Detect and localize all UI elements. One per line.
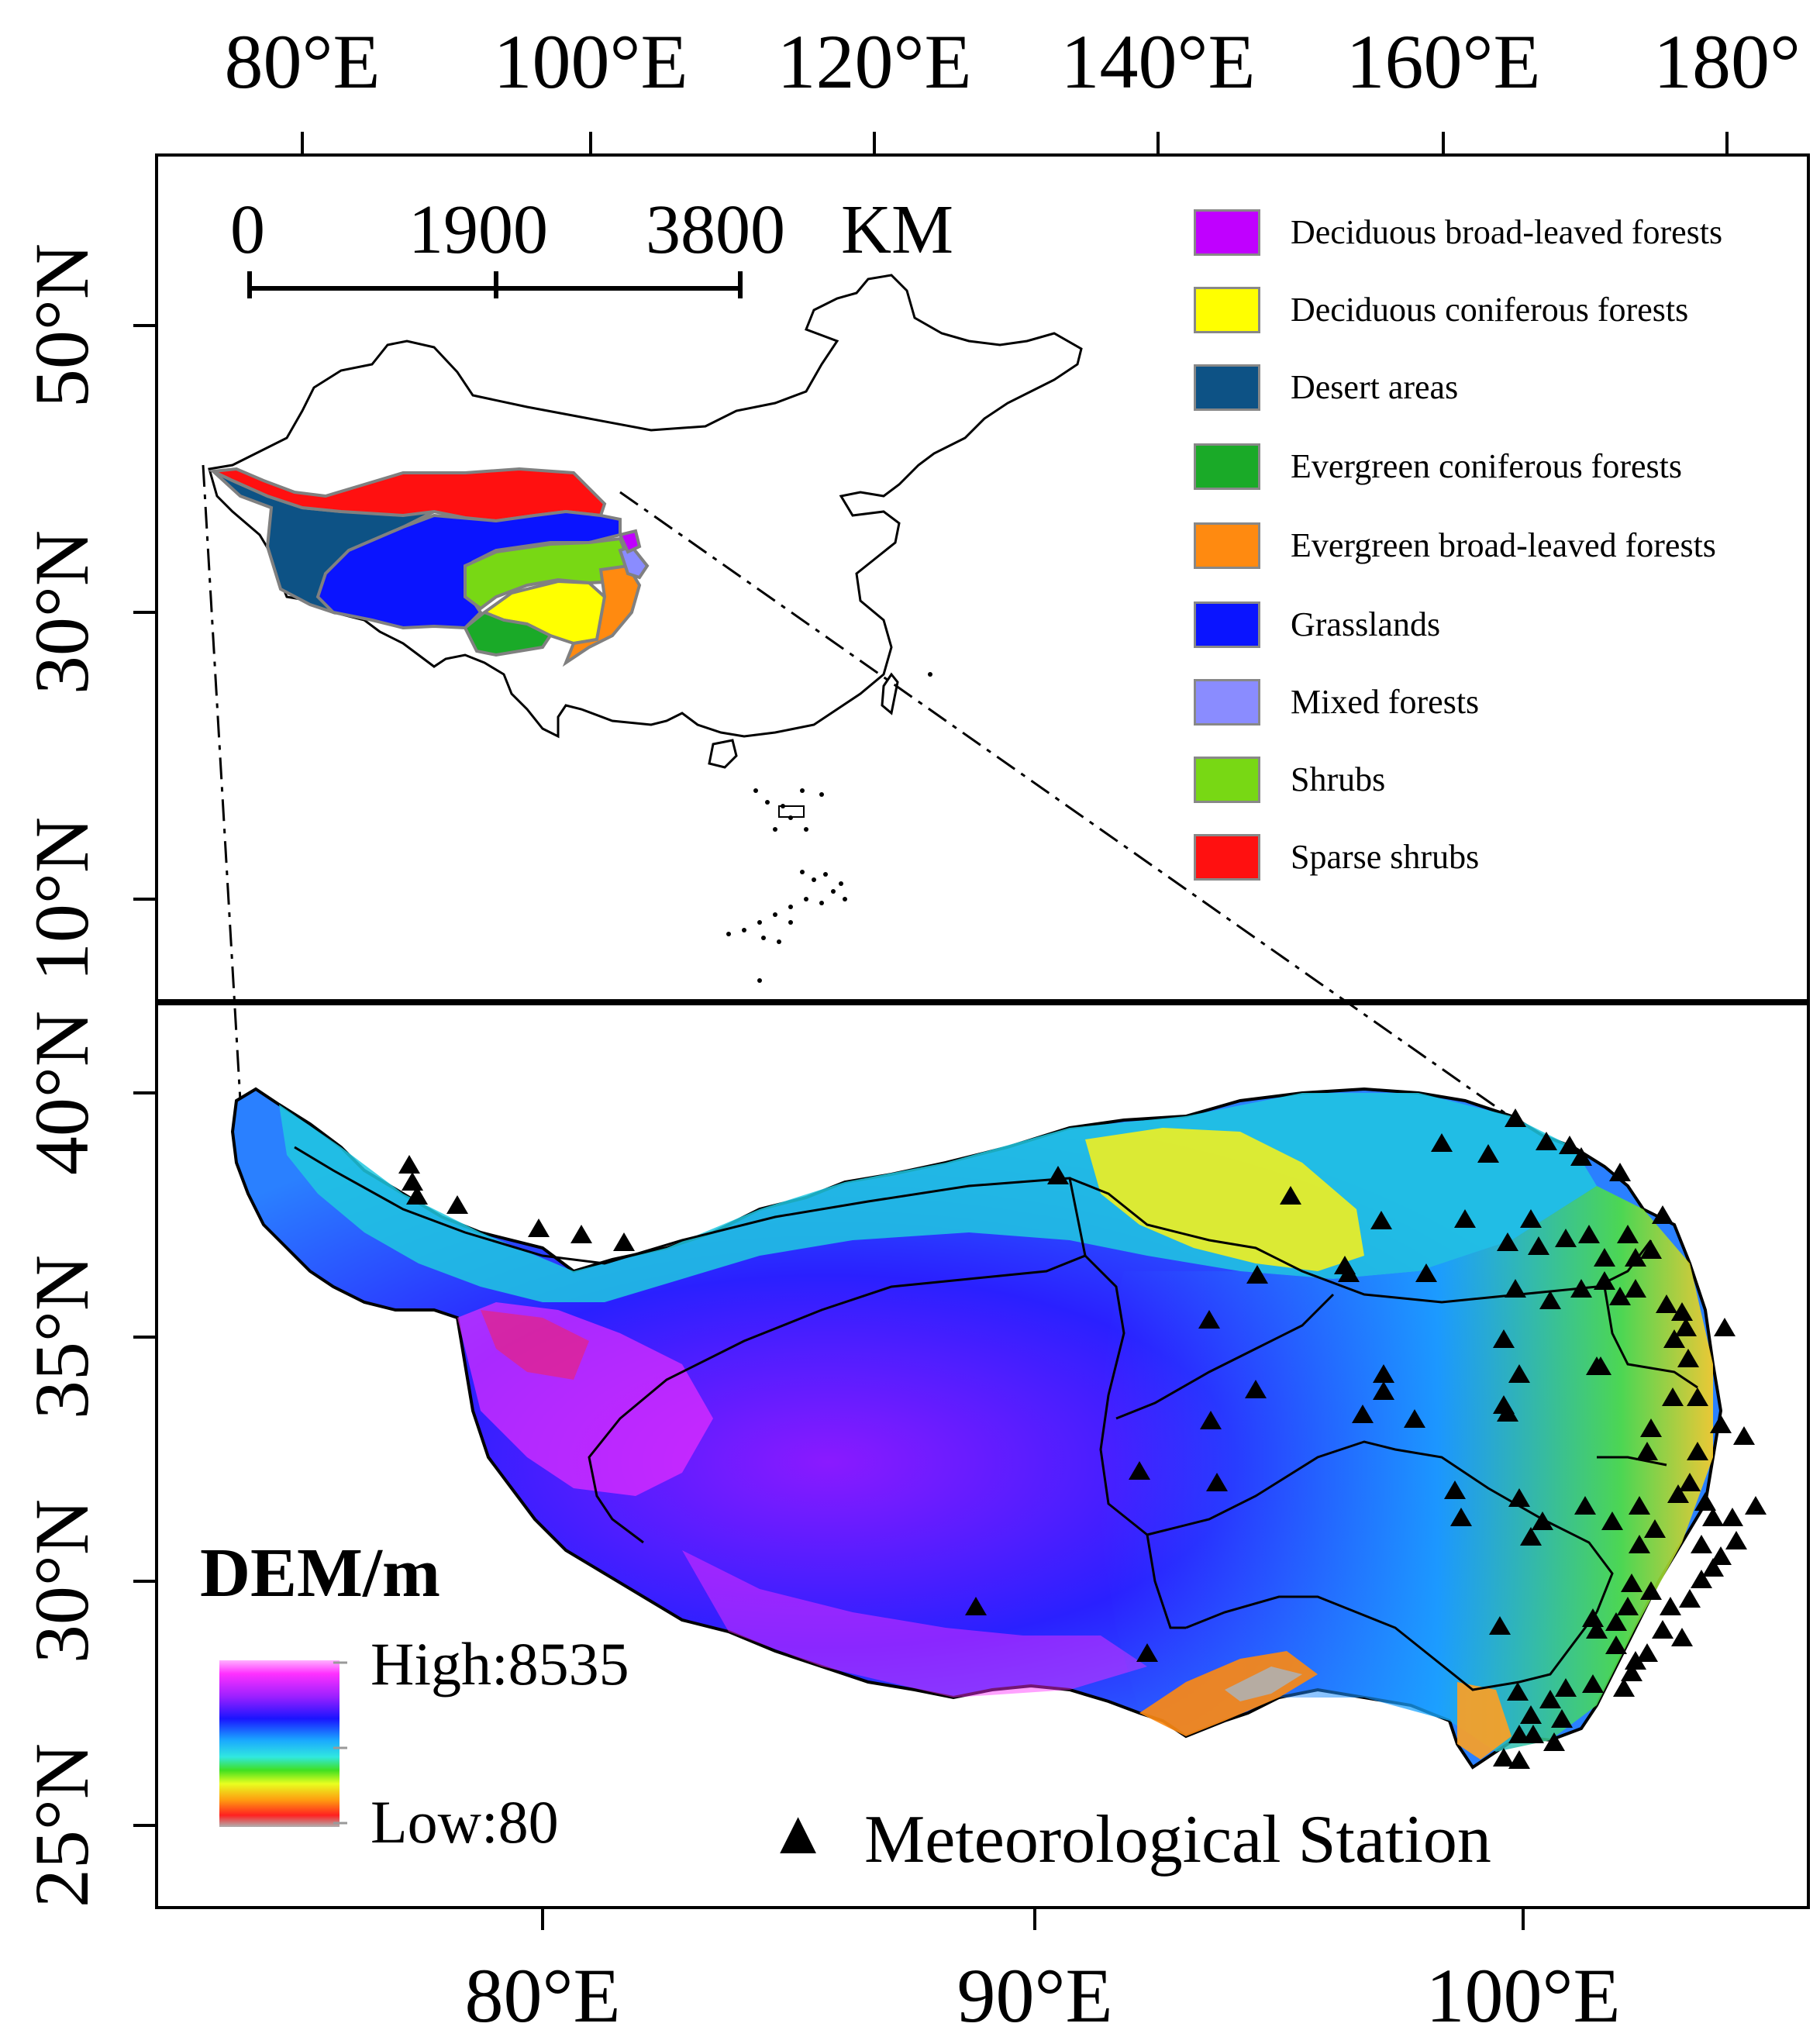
legend-swatch (1194, 834, 1260, 881)
legend-swatch (1194, 287, 1260, 333)
station-legend-label: Meteorological Station (864, 1802, 1491, 1877)
top-lon-label: 140°E (1060, 19, 1256, 105)
inset-map-frame (155, 153, 1810, 1002)
leader-lines (202, 464, 1543, 1141)
legend-label: Grasslands (1291, 605, 1441, 643)
top-lon-label: 180° (1653, 19, 1801, 105)
dem-low-label: Low:80 (371, 1788, 559, 1856)
scale-bar-line (247, 271, 743, 298)
legend-item: Mixed forests (1194, 679, 1814, 729)
dem-legend-title: DEM/m (200, 1535, 440, 1611)
legend-label: Evergreen coniferous forests (1291, 447, 1682, 485)
scale-tick-label: 0 (230, 191, 265, 268)
bottom-lon-label: 100°E (1425, 1953, 1621, 2039)
legend-label: Evergreen broad-leaved forests (1291, 526, 1716, 564)
legend-item: Deciduous broad-leaved forests (1194, 209, 1814, 259)
legend-swatch (1194, 364, 1260, 411)
legend-label: Deciduous coniferous forests (1291, 291, 1689, 329)
plateau-dem (230, 1087, 1723, 1770)
legend-item: Sparse shrubs (1194, 834, 1814, 884)
china-outline (208, 274, 1083, 739)
top-lon-label: 80°E (224, 19, 381, 105)
main-map-frame (155, 1002, 1810, 1909)
scale-unit: KM (841, 191, 954, 268)
top-lon-label: 100°E (493, 19, 688, 105)
top-lon-label: 160°E (1346, 19, 1541, 105)
legend-item: Shrubs (1194, 757, 1814, 806)
legend-swatch (1194, 443, 1260, 490)
legend-swatch (1194, 757, 1260, 803)
dem-colorbar (219, 1660, 340, 1827)
legend-label: Mixed forests (1291, 683, 1480, 721)
bottom-lon-label: 80°E (464, 1953, 621, 2039)
top-lon-label: 120°E (777, 19, 972, 105)
top-ticks (301, 132, 1729, 153)
inset-vegetation-zones (207, 467, 650, 667)
left-ticks (133, 324, 155, 1827)
legend-swatch (1194, 679, 1260, 726)
station-symbol-icon: ▲ (767, 1799, 829, 1867)
scale-tick-label: 3800 (646, 191, 785, 268)
legend-item: Deciduous coniferous forests (1194, 287, 1814, 336)
legend-item: Desert areas (1194, 364, 1814, 414)
dem-high-label: High:8535 (371, 1630, 629, 1698)
south-sea-islands (726, 672, 932, 983)
zone-boundaries (294, 1146, 1698, 1691)
legend-label: Shrubs (1291, 760, 1386, 798)
legend-swatch (1194, 522, 1260, 569)
bottom-lon-label: 90°E (957, 1953, 1113, 2039)
legend-swatch (1194, 601, 1260, 648)
legend-label: Deciduous broad-leaved forests (1291, 213, 1723, 251)
legend-item: Evergreen coniferous forests (1194, 443, 1814, 493)
legend-swatch (1194, 209, 1260, 256)
legend-label: Sparse shrubs (1291, 838, 1480, 876)
meteorological-stations (398, 1108, 1767, 1769)
legend-item: Evergreen broad-leaved forests (1194, 522, 1814, 572)
legend-item: Grasslands (1194, 601, 1814, 651)
scale-tick-label: 1900 (408, 191, 548, 268)
legend-label: Desert areas (1291, 368, 1459, 406)
bottom-ticks (541, 1909, 1525, 1930)
